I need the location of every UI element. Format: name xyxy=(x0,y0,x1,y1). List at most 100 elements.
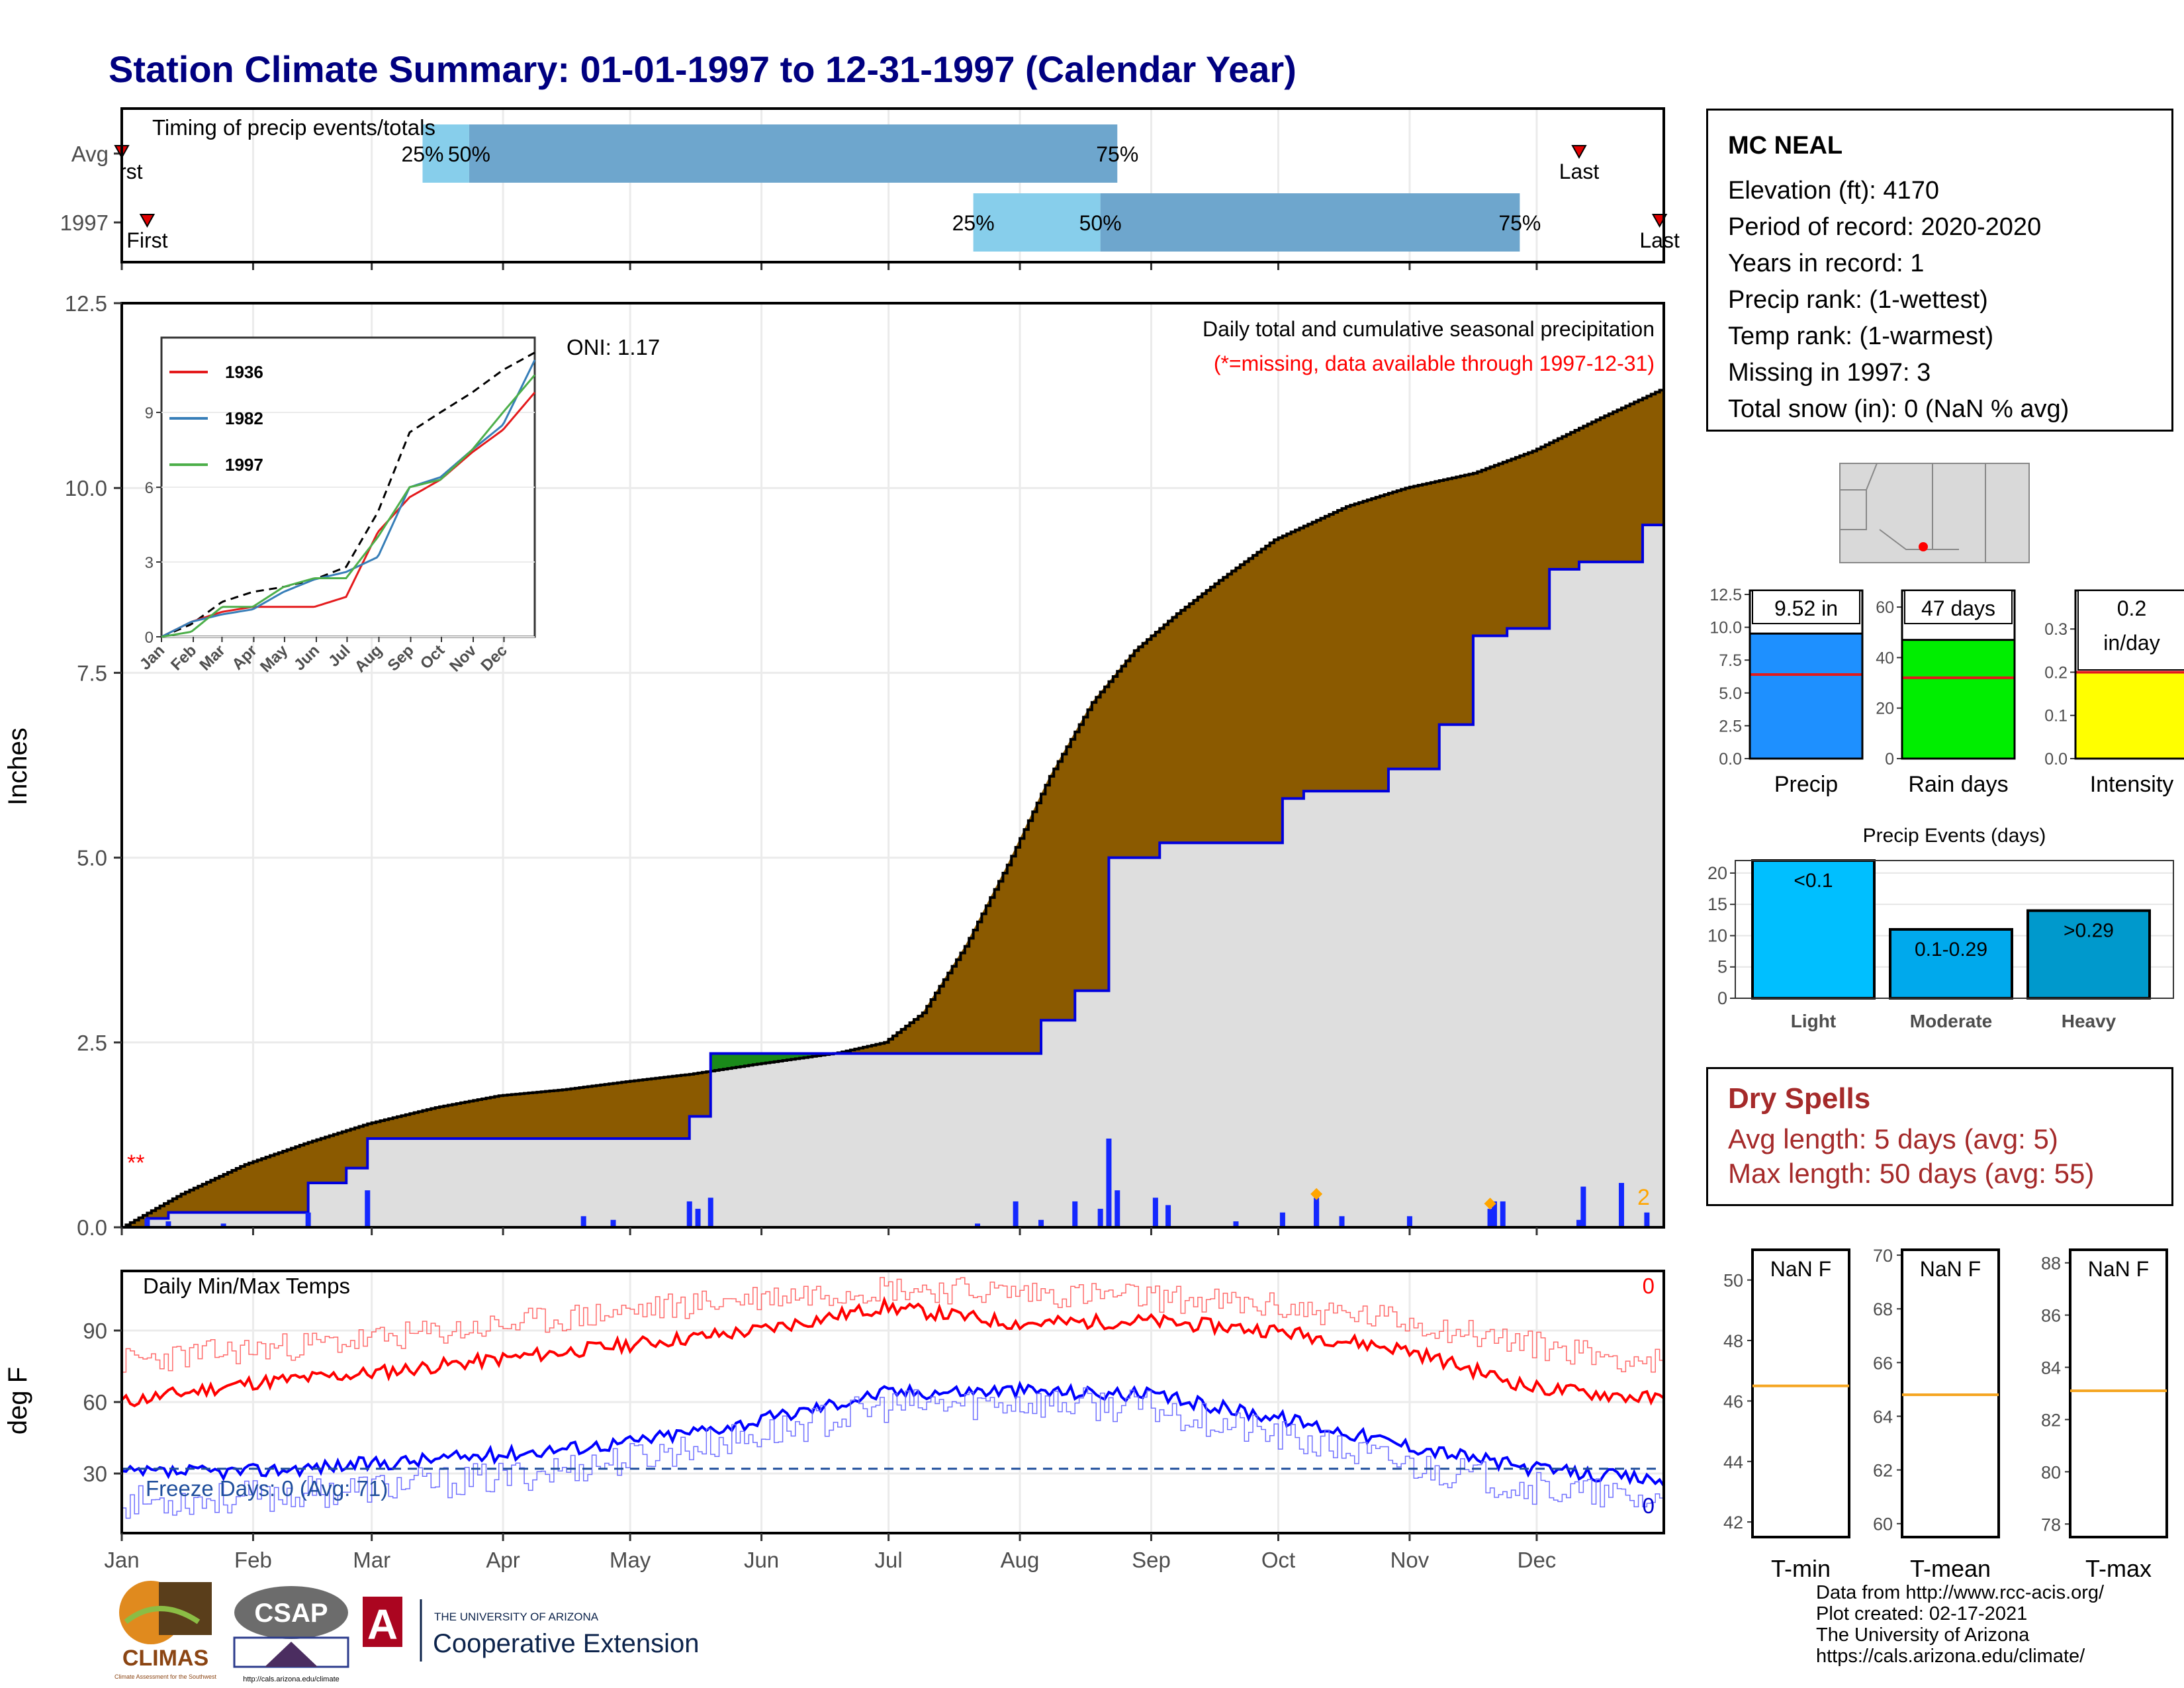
tempbox-value-label: NaN F xyxy=(1920,1257,1981,1281)
tempbox-y-tick-label: 62 xyxy=(1873,1461,1893,1481)
events-y-tick-label: 0 xyxy=(1717,988,1727,1008)
tempbox-frame xyxy=(1901,1248,2000,1538)
daily-precip-bar xyxy=(686,1201,692,1227)
tempbox-y-tick-label: 42 xyxy=(1723,1513,1743,1532)
daily-precip-bar xyxy=(1491,1201,1497,1227)
daily-precip-bar xyxy=(1339,1216,1345,1227)
minibar-value-box xyxy=(1752,590,1860,624)
inset-legend-label: 1936 xyxy=(225,362,263,382)
temp-ylabel: deg F xyxy=(3,1367,32,1434)
daily-precip-bar xyxy=(975,1223,981,1227)
daily-precip-bar xyxy=(1644,1212,1650,1227)
timing-25-label: 25% xyxy=(952,211,995,235)
minibar-y-tick-label: 7.5 xyxy=(1719,651,1742,670)
freeze-label: Freeze Days: 0 (Avg: 71) xyxy=(146,1476,388,1501)
daily-precip-bar xyxy=(1580,1186,1586,1227)
daily-precip-bar xyxy=(1279,1212,1285,1227)
events-title: Precip Events (days) xyxy=(1863,825,2046,847)
credit-line: The University of Arizona xyxy=(1816,1624,2030,1646)
tempbox-y-tick-label: 88 xyxy=(2041,1254,2061,1274)
events-category-label: Heavy xyxy=(2062,1011,2116,1031)
minibar-y-tick-label: 40 xyxy=(1876,649,1894,667)
csap-logo-cloud xyxy=(234,1586,348,1639)
events-category-label: Light xyxy=(1791,1011,1836,1031)
climas-logo-subtext: Climate Assessment for the Southwest xyxy=(114,1673,217,1680)
minibar-y-tick-label: 10.0 xyxy=(1709,619,1742,637)
events-frame xyxy=(1735,860,2174,999)
climas-logo-swoosh xyxy=(124,1606,201,1624)
dry-spells-avg: Avg length: 5 days (avg: 5) xyxy=(1728,1123,2058,1154)
first-event-marker xyxy=(139,214,156,228)
tempbox-value-label: NaN F xyxy=(2088,1257,2149,1281)
missing-marker: ** xyxy=(127,1150,144,1176)
trace-precip-marker xyxy=(1310,1188,1323,1200)
station-period: Period of record: 2020-2020 xyxy=(1728,213,2042,241)
ua-small-text: THE UNIVERSITY OF ARIZONA xyxy=(434,1611,599,1623)
daily-precip-bar xyxy=(1576,1219,1582,1227)
tempbox-y-tick-label: 44 xyxy=(1723,1452,1743,1472)
credit-line: Plot created: 02-17-2021 xyxy=(1816,1603,2028,1624)
tempbox-y-tick-label: 86 xyxy=(2041,1306,2061,1326)
events-category-label: Moderate xyxy=(1910,1011,1992,1031)
temp-max-record-line xyxy=(122,1277,1664,1373)
climas-logo: CLIMAS Climate Assessment for the Southw… xyxy=(114,1581,217,1680)
daily-precip-bar xyxy=(1106,1138,1112,1227)
missing-count: 2 xyxy=(1637,1185,1650,1210)
inset-y-tick-label: 6 xyxy=(145,479,154,497)
inset-y-tick-label: 9 xyxy=(145,404,154,422)
daily-precip-bar xyxy=(1072,1201,1078,1227)
tempbox-frame xyxy=(1751,1248,1850,1538)
station-map xyxy=(1839,463,2030,563)
oni-label: ONI: 1.17 xyxy=(567,335,660,359)
map-border-south xyxy=(1840,490,1867,530)
tempbox-y-tick-label: 64 xyxy=(1873,1407,1893,1427)
minibar-y-tick-label: 0.0 xyxy=(2044,750,2068,769)
precip-y-tick-label: 12.5 xyxy=(65,291,107,316)
minibar-value-bar xyxy=(1749,632,1864,760)
inset-legend-label: 1982 xyxy=(225,408,263,428)
precip-surplus-area xyxy=(710,1053,834,1071)
daily-precip-bar xyxy=(1165,1205,1171,1227)
daily-precip-bar xyxy=(1233,1221,1239,1227)
temp-y-tick-label: 30 xyxy=(83,1462,107,1486)
university-of-arizona-logo: A THE UNIVERSITY OF ARIZONA Cooperative … xyxy=(363,1597,699,1662)
tempbox-category-label: T-min xyxy=(1771,1555,1831,1582)
daily-precip-bar xyxy=(1618,1182,1624,1227)
daily-precip-bar xyxy=(1115,1190,1120,1227)
temp-title: Daily Min/Max Temps xyxy=(143,1274,350,1298)
daily-precip-bar xyxy=(580,1216,586,1227)
precip-ylabel: Inches xyxy=(3,727,32,806)
month-label: Mar xyxy=(353,1548,390,1572)
precip-1997-fill xyxy=(122,525,1664,1227)
month-label: Jun xyxy=(744,1548,779,1572)
station-missing: Missing in 1997: 3 xyxy=(1728,359,1931,387)
daily-precip-bar xyxy=(1406,1216,1412,1227)
precip-y-tick-label: 0.0 xyxy=(77,1215,107,1240)
minibar-y-tick-label: 0.3 xyxy=(2044,620,2068,639)
events-y-tick-label: 20 xyxy=(1707,863,1727,883)
timing-frame xyxy=(120,107,1665,263)
trace-precip-marker xyxy=(1484,1197,1496,1210)
minibar-value-bar xyxy=(1901,639,2016,760)
month-label: Jan xyxy=(104,1548,139,1572)
minibar-y-tick-label: 0.0 xyxy=(1719,750,1742,769)
daily-precip-bar xyxy=(220,1223,226,1227)
dry-spells-title: Dry Spells xyxy=(1728,1082,1871,1115)
station-info-box: MC NEAL Elevation (ft): 4170 Period of r… xyxy=(1706,109,2173,432)
last-event-label: Last xyxy=(1639,228,1680,252)
daily-precip-bar xyxy=(707,1197,713,1227)
month-label: Nov xyxy=(1390,1548,1430,1572)
page-title: Station Climate Summary: 01-01-1997 to 1… xyxy=(109,48,1297,90)
tempbox-y-tick-label: 80 xyxy=(2041,1462,2061,1482)
daily-precip-bar xyxy=(695,1209,701,1227)
inset-series-line xyxy=(161,391,536,638)
precip-y-tick-label: 5.0 xyxy=(77,846,107,870)
inset-series-line xyxy=(161,374,536,638)
station-snow: Total snow (in): 0 (NaN % avg) xyxy=(1728,395,2070,423)
station-elevation: Elevation (ft): 4170 xyxy=(1728,177,1939,205)
station-years: Years in record: 1 xyxy=(1728,250,1925,277)
month-label: Jul xyxy=(875,1548,903,1572)
timing-row-label: 1997 xyxy=(60,211,109,235)
ua-a-block xyxy=(363,1597,402,1647)
